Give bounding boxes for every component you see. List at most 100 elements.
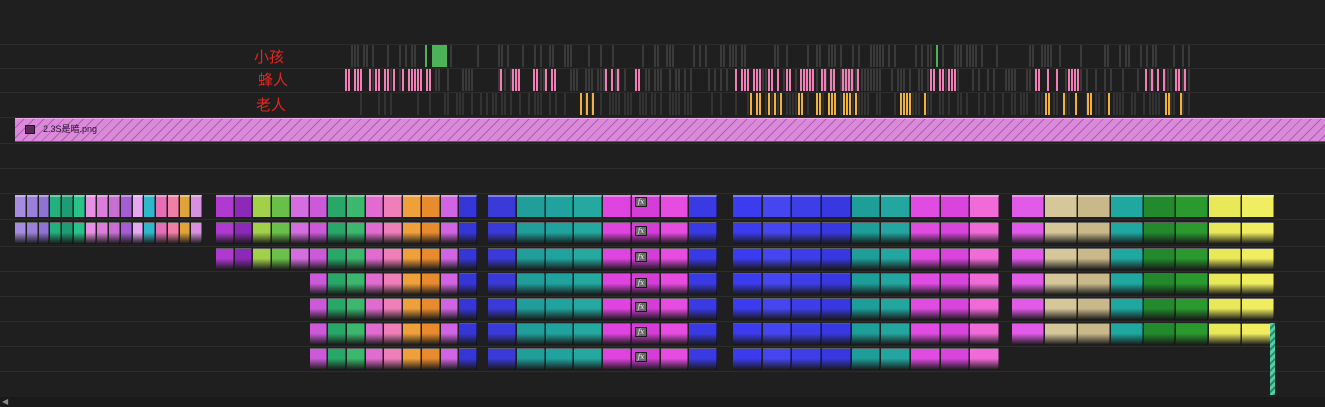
audio-clip[interactable] [1143, 248, 1176, 270]
audio-clip[interactable] [120, 222, 132, 244]
video-clip[interactable] [603, 195, 631, 217]
audio-clip[interactable] [911, 248, 940, 270]
audio-clip[interactable] [440, 248, 459, 270]
scroll-left-icon[interactable]: ◀ [2, 397, 9, 406]
audio-clip[interactable] [822, 273, 851, 295]
audio-clip[interactable] [421, 273, 440, 295]
audio-clip[interactable] [822, 323, 851, 345]
audio-clip[interactable] [459, 323, 477, 345]
audio-clip[interactable] [421, 323, 440, 345]
audio-clip[interactable] [309, 222, 328, 244]
audio-clip[interactable] [109, 222, 120, 244]
audio-clip[interactable] [792, 323, 821, 345]
audio-clip[interactable] [1176, 248, 1209, 270]
audio-clip[interactable] [1143, 298, 1176, 320]
audio-clip[interactable] [545, 348, 574, 370]
audio-clip[interactable] [574, 298, 602, 320]
audio-clip[interactable] [545, 222, 574, 244]
audio-clip[interactable] [440, 273, 459, 295]
audio-clip[interactable] [940, 273, 970, 295]
video-clip[interactable] [50, 195, 61, 217]
audio-clip[interactable] [328, 323, 346, 345]
audio-clip[interactable] [290, 222, 309, 244]
audio-clip[interactable] [911, 222, 940, 244]
audio-clip[interactable] [1110, 323, 1143, 345]
audio-clip[interactable] [851, 298, 881, 320]
audio-clip[interactable] [733, 298, 762, 320]
audio-clip[interactable] [347, 298, 365, 320]
audio-clip[interactable] [144, 222, 155, 244]
audio-clip[interactable] [822, 248, 851, 270]
audio-clip[interactable] [488, 323, 516, 345]
audio-clip[interactable] [733, 323, 762, 345]
audio-clip[interactable] [328, 222, 346, 244]
audio-clip[interactable] [38, 222, 50, 244]
audio-clip[interactable] [733, 248, 762, 270]
audio-clip[interactable] [459, 273, 477, 295]
audio-clip[interactable] [488, 222, 516, 244]
audio-clip[interactable] [1044, 273, 1077, 295]
audio-clip[interactable] [603, 298, 631, 320]
audio-clip[interactable] [365, 248, 384, 270]
audio-clip[interactable] [1209, 298, 1242, 320]
audio-clip[interactable] [403, 222, 421, 244]
audio-clip[interactable] [516, 222, 545, 244]
audio-clip[interactable] [940, 248, 970, 270]
audio-clip[interactable] [97, 222, 108, 244]
audio-clip[interactable] [851, 248, 881, 270]
audio-clip[interactable] [940, 323, 970, 345]
video-clip[interactable] [440, 195, 459, 217]
video-clip[interactable] [62, 195, 73, 217]
video-clip[interactable] [1143, 195, 1176, 217]
audio-clip[interactable] [792, 273, 821, 295]
audio-clip[interactable] [1242, 248, 1274, 270]
audio-clip[interactable] [1209, 273, 1242, 295]
audio-clip[interactable] [459, 222, 477, 244]
audio-clip[interactable] [970, 273, 999, 295]
audio-clip[interactable] [660, 298, 689, 320]
audio-clip[interactable] [132, 222, 144, 244]
audio-clip[interactable] [762, 273, 792, 295]
audio-clip[interactable] [1143, 323, 1176, 345]
video-clip[interactable] [38, 195, 50, 217]
audio-clip[interactable] [421, 248, 440, 270]
audio-clip[interactable] [403, 298, 421, 320]
audio-clip[interactable] [733, 348, 762, 370]
audio-clip[interactable] [660, 348, 689, 370]
audio-clip[interactable] [85, 222, 97, 244]
audio-clip[interactable] [73, 222, 85, 244]
audio-clip[interactable] [440, 222, 459, 244]
audio-clip[interactable] [347, 323, 365, 345]
audio-clip[interactable] [290, 248, 309, 270]
video-clip[interactable] [347, 195, 365, 217]
audio-clip[interactable] [1012, 273, 1044, 295]
audio-clip[interactable] [234, 222, 253, 244]
audio-clip[interactable] [1209, 248, 1242, 270]
audio-clip[interactable] [365, 222, 384, 244]
audio-clip[interactable] [156, 222, 167, 244]
audio-clip[interactable] [1209, 222, 1242, 244]
audio-clip[interactable] [940, 348, 970, 370]
audio-clip[interactable] [440, 348, 459, 370]
video-clip[interactable] [1242, 195, 1274, 217]
audio-clip[interactable] [1077, 273, 1110, 295]
video-clip[interactable] [403, 195, 421, 217]
audio-clip[interactable] [309, 348, 328, 370]
audio-clip[interactable] [1176, 298, 1209, 320]
audio-clip[interactable] [940, 298, 970, 320]
audio-clip[interactable] [403, 248, 421, 270]
audio-clip[interactable] [191, 222, 202, 244]
audio-clip[interactable] [881, 273, 910, 295]
audio-clip[interactable] [167, 222, 179, 244]
video-clip[interactable] [1176, 195, 1209, 217]
audio-clip[interactable] [574, 273, 602, 295]
video-clip[interactable] [216, 195, 234, 217]
audio-clip[interactable] [970, 348, 999, 370]
audio-clip[interactable] [1012, 298, 1044, 320]
audio-clip[interactable] [762, 222, 792, 244]
audio-clip[interactable] [1044, 323, 1077, 345]
audio-clip[interactable] [1110, 273, 1143, 295]
audio-clip[interactable] [488, 298, 516, 320]
video-clip[interactable] [911, 195, 940, 217]
